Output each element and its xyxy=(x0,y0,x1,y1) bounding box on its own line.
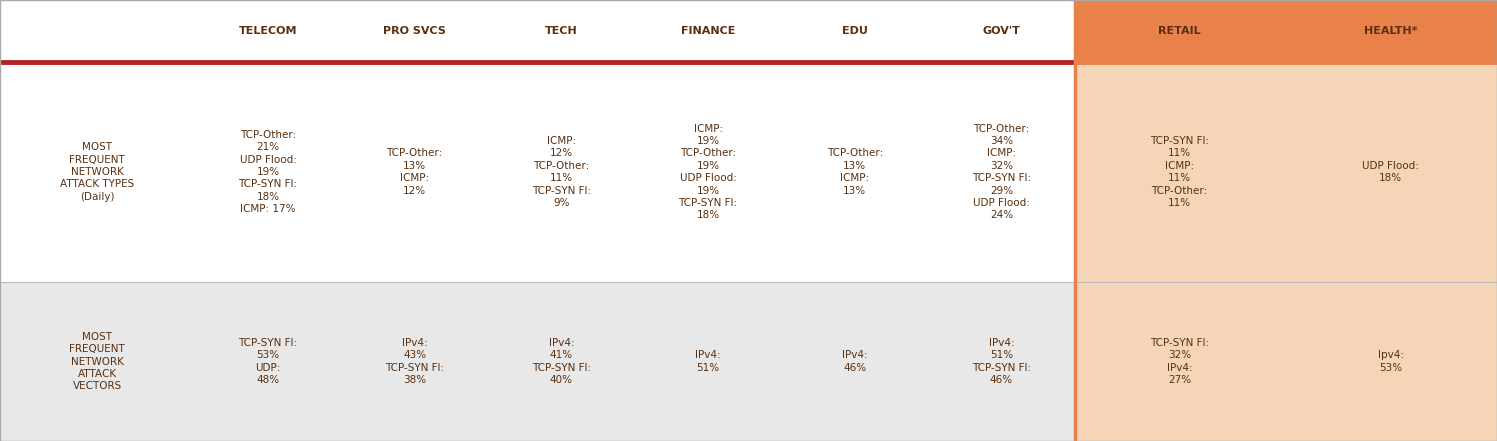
Bar xyxy=(781,282,928,441)
Bar xyxy=(488,0,635,62)
Text: EDU: EDU xyxy=(841,26,868,36)
Text: TCP-Other:
34%
ICMP:
32%
TCP-SYN Fl:
29%
UDP Flood:
24%: TCP-Other: 34% ICMP: 32% TCP-SYN Fl: 29%… xyxy=(972,123,1031,220)
Text: TCP-SYN Fl:
32%
IPv4:
27%: TCP-SYN Fl: 32% IPv4: 27% xyxy=(1150,338,1210,385)
Bar xyxy=(488,282,635,441)
Text: ICMP:
19%
TCP-Other:
19%
UDP Flood:
19%
TCP-SYN Fl:
18%: ICMP: 19% TCP-Other: 19% UDP Flood: 19% … xyxy=(678,123,738,220)
Bar xyxy=(635,0,781,62)
Bar xyxy=(781,62,928,282)
Bar xyxy=(341,0,488,62)
Text: UDP Flood:
18%: UDP Flood: 18% xyxy=(1362,161,1419,183)
Bar xyxy=(0,282,195,441)
Text: TELECOM: TELECOM xyxy=(238,26,298,36)
Bar xyxy=(928,282,1075,441)
Text: MOST
FREQUENT
NETWORK
ATTACK TYPES
(Daily): MOST FREQUENT NETWORK ATTACK TYPES (Dail… xyxy=(60,142,135,202)
Text: TCP-SYN Fl:
11%
ICMP:
11%
TCP-Other:
11%: TCP-SYN Fl: 11% ICMP: 11% TCP-Other: 11% xyxy=(1150,136,1210,208)
Bar xyxy=(195,62,341,282)
Text: TECH: TECH xyxy=(545,26,578,36)
Bar xyxy=(0,0,195,62)
Text: TCP-SYN Fl:
53%
UDP:
48%: TCP-SYN Fl: 53% UDP: 48% xyxy=(238,338,298,385)
Bar xyxy=(1075,0,1284,62)
Text: FINANCE: FINANCE xyxy=(681,26,735,36)
Bar xyxy=(341,62,488,282)
Text: ICMP:
12%
TCP-Other:
11%
TCP-SYN Fl:
9%: ICMP: 12% TCP-Other: 11% TCP-SYN Fl: 9% xyxy=(531,136,591,208)
Bar xyxy=(195,282,341,441)
Bar xyxy=(341,282,488,441)
Bar xyxy=(1284,62,1497,282)
Text: IPv4:
41%
TCP-SYN Fl:
40%: IPv4: 41% TCP-SYN Fl: 40% xyxy=(531,338,591,385)
Text: TCP-Other:
13%
ICMP:
12%: TCP-Other: 13% ICMP: 12% xyxy=(386,148,443,196)
Bar xyxy=(1284,282,1497,441)
Bar xyxy=(928,0,1075,62)
Text: TCP-Other:
13%
ICMP:
13%: TCP-Other: 13% ICMP: 13% xyxy=(826,148,883,196)
Text: IPv4:
51%: IPv4: 51% xyxy=(695,351,722,373)
Bar xyxy=(635,282,781,441)
Bar xyxy=(195,0,341,62)
Bar xyxy=(1284,0,1497,62)
Bar xyxy=(635,62,781,282)
Bar xyxy=(0,62,195,282)
Bar xyxy=(928,62,1075,282)
Bar xyxy=(1075,62,1284,282)
Text: GOV'T: GOV'T xyxy=(982,26,1021,36)
Text: RETAIL: RETAIL xyxy=(1159,26,1201,36)
Bar xyxy=(1075,282,1284,441)
Text: Ipv4:
53%: Ipv4: 53% xyxy=(1377,351,1404,373)
Text: PRO SVCS: PRO SVCS xyxy=(383,26,446,36)
Text: IPv4:
43%
TCP-SYN Fl:
38%: IPv4: 43% TCP-SYN Fl: 38% xyxy=(385,338,445,385)
Bar xyxy=(488,62,635,282)
Text: MOST
FREQUENT
NETWORK
ATTACK
VECTORS: MOST FREQUENT NETWORK ATTACK VECTORS xyxy=(69,332,126,392)
Text: IPv4:
46%: IPv4: 46% xyxy=(841,351,868,373)
Text: HEALTH*: HEALTH* xyxy=(1364,26,1418,36)
Text: IPv4:
51%
TCP-SYN Fl:
46%: IPv4: 51% TCP-SYN Fl: 46% xyxy=(972,338,1031,385)
Text: TCP-Other:
21%
UDP Flood:
19%
TCP-SYN Fl:
18%
ICMP: 17%: TCP-Other: 21% UDP Flood: 19% TCP-SYN Fl… xyxy=(238,130,298,214)
Bar xyxy=(781,0,928,62)
